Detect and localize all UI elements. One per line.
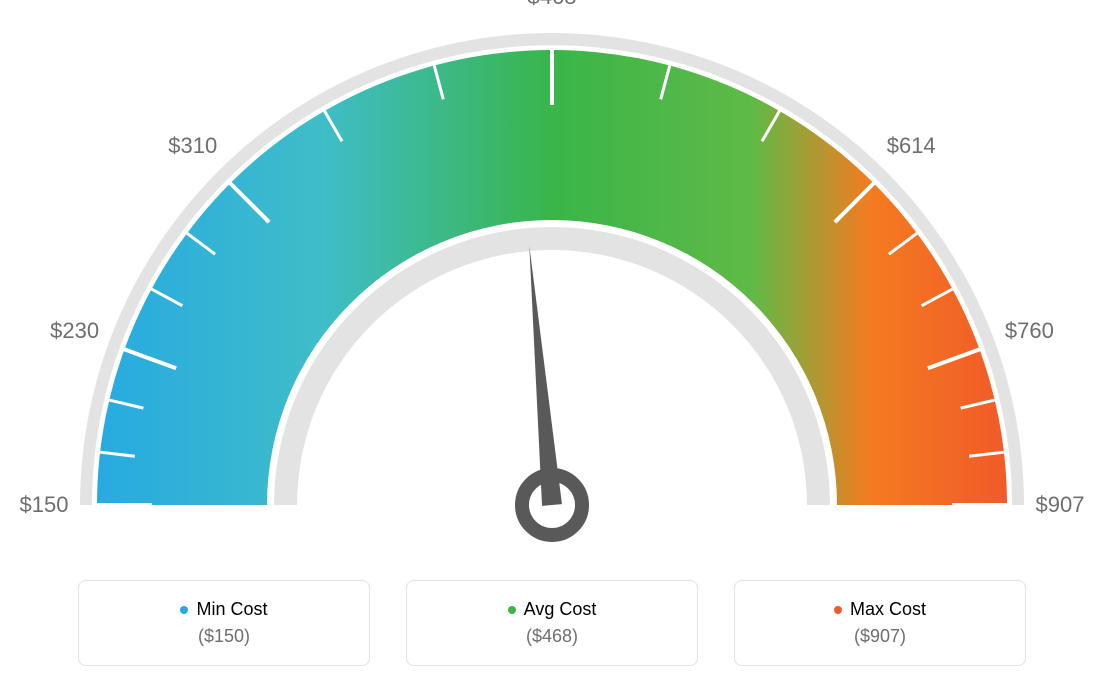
legend-row: Min Cost ($150) Avg Cost ($468) Max Cost…: [0, 580, 1104, 666]
gauge-chart: $150 $230 $310 $468 $614 $760 $907: [0, 0, 1104, 560]
tick-label: $614: [887, 133, 936, 159]
legend-max-title: Max Cost: [834, 599, 926, 620]
legend-avg: Avg Cost ($468): [406, 580, 698, 666]
legend-max-label: Max Cost: [850, 599, 926, 620]
tick-label: $907: [1036, 492, 1085, 518]
tick-label: $760: [1005, 318, 1054, 344]
legend-avg-value: ($468): [526, 626, 578, 647]
legend-min: Min Cost ($150): [78, 580, 370, 666]
legend-max: Max Cost ($907): [734, 580, 1026, 666]
legend-max-dot: [834, 606, 842, 614]
tick-label: $310: [168, 133, 217, 159]
tick-label: $150: [20, 492, 69, 518]
legend-min-value: ($150): [198, 626, 250, 647]
tick-label: $230: [50, 318, 99, 344]
legend-avg-dot: [508, 606, 516, 614]
legend-min-title: Min Cost: [180, 599, 267, 620]
legend-avg-label: Avg Cost: [524, 599, 597, 620]
legend-max-value: ($907): [854, 626, 906, 647]
legend-min-label: Min Cost: [196, 599, 267, 620]
legend-min-dot: [180, 606, 188, 614]
needle: [529, 246, 562, 506]
gauge-svg: [0, 0, 1104, 560]
legend-avg-title: Avg Cost: [508, 599, 597, 620]
tick-label: $468: [528, 0, 577, 10]
